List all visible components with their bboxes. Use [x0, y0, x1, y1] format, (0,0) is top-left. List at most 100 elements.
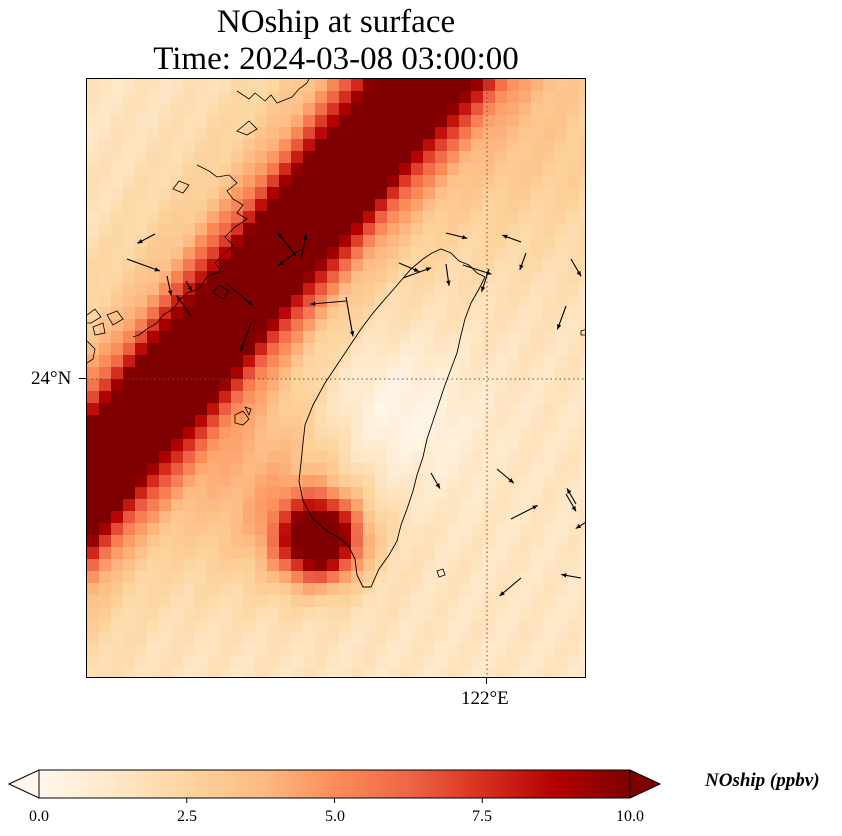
concentration-cell — [423, 559, 436, 572]
concentration-cell — [315, 91, 328, 104]
concentration-cell — [135, 151, 148, 164]
concentration-cell — [339, 487, 352, 500]
concentration-cell — [315, 511, 328, 524]
concentration-cell — [327, 175, 340, 188]
concentration-cell — [135, 115, 148, 128]
concentration-cell — [543, 439, 556, 452]
concentration-cell — [267, 331, 280, 344]
concentration-cell — [135, 607, 148, 620]
concentration-cell — [447, 91, 460, 104]
concentration-cell — [303, 367, 316, 380]
concentration-cell — [531, 391, 544, 404]
concentration-cell — [519, 607, 532, 620]
concentration-cell — [483, 223, 496, 236]
concentration-cell — [495, 163, 508, 176]
concentration-cell — [255, 607, 268, 620]
concentration-cell — [231, 439, 244, 452]
concentration-cell — [267, 187, 280, 200]
concentration-cell — [267, 595, 280, 608]
concentration-cell — [183, 583, 196, 596]
concentration-cell — [567, 655, 580, 668]
concentration-cell — [555, 199, 568, 212]
concentration-cell — [267, 103, 280, 116]
concentration-cell — [567, 451, 580, 464]
concentration-cell — [531, 595, 544, 608]
concentration-cell — [507, 151, 520, 164]
concentration-cell — [315, 595, 328, 608]
concentration-cell — [531, 463, 544, 476]
concentration-cell — [195, 595, 208, 608]
concentration-cell — [171, 187, 184, 200]
concentration-cell — [231, 487, 244, 500]
concentration-cell — [147, 343, 160, 356]
concentration-cell — [423, 451, 436, 464]
concentration-cell — [543, 475, 556, 488]
concentration-cell — [447, 547, 460, 560]
concentration-cell — [339, 259, 352, 272]
concentration-cell — [531, 139, 544, 152]
concentration-cell — [327, 643, 340, 656]
concentration-cell — [171, 367, 184, 380]
concentration-cell — [447, 475, 460, 488]
concentration-cell — [399, 499, 412, 512]
concentration-cell — [279, 631, 292, 644]
concentration-cell — [99, 199, 112, 212]
concentration-cell — [183, 223, 196, 236]
concentration-cell — [243, 523, 256, 536]
concentration-cell — [567, 439, 580, 452]
concentration-cell — [123, 115, 136, 128]
concentration-cell — [495, 379, 508, 392]
concentration-cell — [387, 427, 400, 440]
wind-arrow — [137, 233, 156, 244]
concentration-cell — [135, 475, 148, 488]
concentration-cell — [411, 307, 424, 320]
concentration-cell — [387, 595, 400, 608]
concentration-cell — [195, 283, 208, 296]
concentration-cell — [387, 91, 400, 104]
concentration-cell — [255, 667, 268, 677]
concentration-cell — [171, 199, 184, 212]
concentration-cell — [87, 523, 100, 536]
concentration-cell — [159, 643, 172, 656]
concentration-cell — [195, 259, 208, 272]
concentration-cell — [339, 163, 352, 176]
concentration-cell — [207, 511, 220, 524]
concentration-cell — [267, 511, 280, 524]
concentration-cell — [267, 487, 280, 500]
concentration-cell — [267, 619, 280, 632]
concentration-cell — [507, 535, 520, 548]
concentration-cell — [183, 463, 196, 476]
concentration-cell — [255, 151, 268, 164]
concentration-cell — [543, 271, 556, 284]
concentration-cell — [255, 79, 268, 92]
concentration-cell — [399, 475, 412, 488]
concentration-cell — [387, 103, 400, 116]
concentration-cell — [123, 619, 136, 632]
concentration-cell — [351, 643, 364, 656]
wind-arrow — [402, 267, 432, 279]
concentration-cell — [255, 391, 268, 404]
concentration-cell — [339, 547, 352, 560]
concentration-cell — [243, 103, 256, 116]
concentration-cell — [435, 607, 448, 620]
concentration-cell — [231, 427, 244, 440]
concentration-cell — [327, 439, 340, 452]
concentration-cell — [243, 547, 256, 560]
concentration-cell — [255, 403, 268, 416]
concentration-cell — [543, 463, 556, 476]
concentration-cell — [195, 499, 208, 512]
concentration-cell — [279, 127, 292, 140]
concentration-cell — [243, 643, 256, 656]
concentration-cell — [231, 211, 244, 224]
concentration-cell — [375, 631, 388, 644]
concentration-cell — [543, 331, 556, 344]
concentration-cell — [351, 319, 364, 332]
concentration-cell — [147, 391, 160, 404]
concentration-cell — [99, 247, 112, 260]
concentration-cell — [111, 535, 124, 548]
concentration-cell — [87, 103, 100, 116]
concentration-cell — [435, 223, 448, 236]
concentration-cell — [195, 559, 208, 572]
concentration-cell — [423, 79, 436, 92]
concentration-cell — [567, 379, 580, 392]
